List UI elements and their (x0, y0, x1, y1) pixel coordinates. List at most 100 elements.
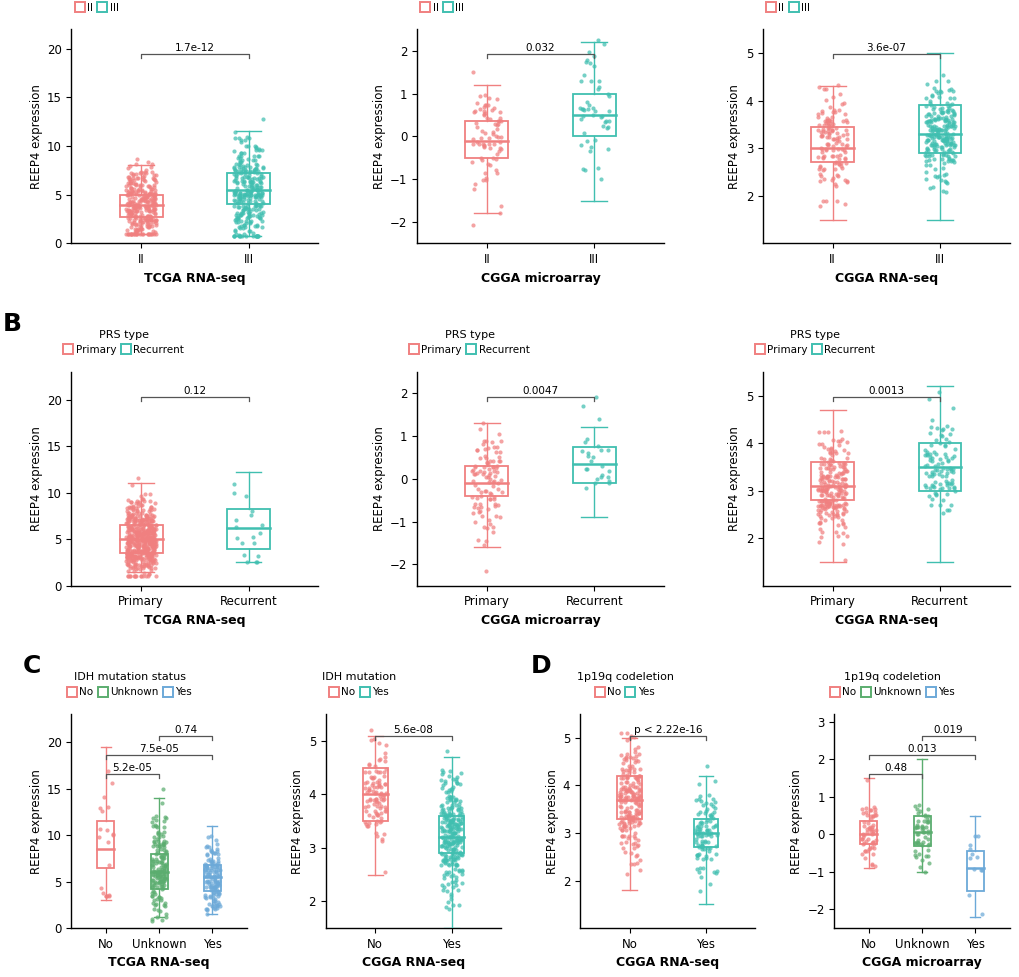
Point (434, 828, 450, 843)
Point (825, 102, 842, 117)
Point (452, 854, 469, 870)
Point (825, 475, 842, 490)
Point (936, 120, 953, 136)
Point (471, 136, 487, 151)
Point (589, 86, 605, 102)
Point (138, 547, 154, 563)
Point (706, 791, 722, 807)
Point (202, 849, 218, 865)
Point (922, 60, 938, 75)
Point (230, 182, 247, 197)
Point (928, 468, 945, 484)
Point (433, 846, 449, 862)
Point (817, 448, 834, 464)
Point (251, 186, 267, 201)
Point (369, 754, 385, 770)
Point (485, 495, 501, 511)
Point (203, 889, 219, 905)
Point (226, 169, 243, 185)
Point (147, 517, 163, 532)
Point (446, 881, 463, 897)
Point (572, 57, 588, 72)
Point (245, 194, 261, 210)
Point (132, 527, 149, 542)
Point (833, 531, 849, 547)
Point (941, 160, 957, 176)
Point (626, 791, 642, 807)
Point (705, 789, 721, 805)
Point (855, 812, 871, 828)
Point (478, 135, 494, 150)
Point (474, 467, 490, 483)
Point (922, 491, 938, 507)
Point (860, 820, 876, 835)
Point (247, 203, 263, 219)
Point (924, 453, 941, 469)
Point (437, 840, 453, 856)
Point (930, 165, 947, 181)
Point (130, 545, 147, 561)
Point (229, 148, 246, 163)
Point (151, 870, 167, 885)
Point (929, 121, 946, 137)
Point (616, 761, 633, 777)
Point (139, 207, 155, 223)
Point (122, 482, 139, 497)
Point (591, 86, 607, 102)
Point (688, 832, 704, 848)
Point (816, 192, 833, 208)
Point (132, 500, 149, 516)
Point (208, 907, 224, 922)
Point (466, 471, 482, 487)
Point (695, 844, 711, 860)
Point (492, 140, 508, 155)
Point (442, 833, 459, 849)
Point (832, 475, 848, 490)
Point (809, 154, 825, 170)
Point (434, 845, 450, 861)
Point (942, 138, 958, 153)
Point (433, 851, 449, 867)
Point (469, 163, 485, 179)
Point (205, 841, 221, 857)
Point (233, 181, 250, 196)
Point (839, 483, 855, 498)
Point (129, 208, 146, 224)
Point (444, 791, 461, 807)
Point (133, 536, 150, 552)
Point (862, 813, 878, 828)
Point (629, 769, 645, 785)
Point (630, 766, 646, 782)
Point (127, 510, 144, 526)
Point (926, 430, 943, 446)
Point (823, 483, 840, 498)
Point (488, 136, 504, 151)
Point (926, 166, 943, 182)
Point (135, 158, 151, 174)
Point (119, 531, 136, 546)
Point (158, 868, 174, 883)
Point (810, 141, 826, 156)
Point (613, 812, 630, 828)
Point (148, 540, 164, 556)
Point (137, 550, 153, 566)
Point (136, 562, 152, 577)
Point (243, 218, 259, 234)
Point (829, 174, 846, 190)
Point (475, 86, 491, 102)
Point (449, 814, 466, 829)
Point (450, 845, 467, 861)
Point (125, 189, 142, 204)
Point (477, 121, 493, 137)
Point (143, 527, 159, 542)
Point (119, 536, 136, 552)
Point (809, 484, 825, 499)
Point (363, 775, 379, 790)
Point (228, 158, 245, 174)
Point (140, 539, 156, 555)
Point (225, 209, 242, 225)
Point (136, 205, 152, 221)
Point (370, 765, 386, 781)
Point (432, 836, 448, 852)
Point (133, 550, 150, 566)
